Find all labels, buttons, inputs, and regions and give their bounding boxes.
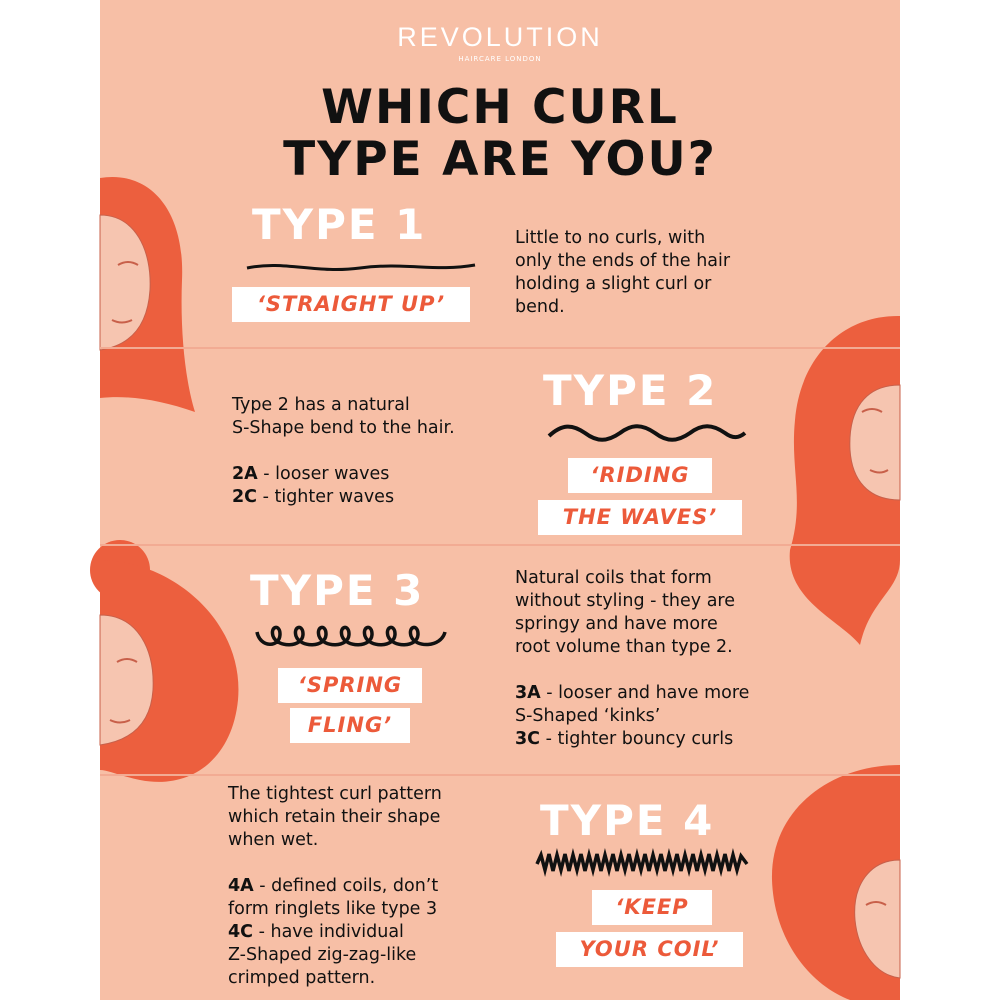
zigzag-coil-icon	[535, 848, 749, 877]
title-line-1: WHICH CURL	[321, 80, 679, 135]
type-4-tag-line-1: ‘KEEP	[592, 890, 712, 925]
type-4-description: The tightest curl pattern which retain th…	[228, 784, 442, 988]
woman-wavy-hair-illustration	[789, 315, 901, 645]
type-2-tag-line-1: ‘RIDING	[568, 458, 712, 493]
type-2-description: Type 2 has a natural S-Shape bend to the …	[232, 395, 455, 507]
woman-curly-hair-illustration	[90, 540, 239, 782]
type-3-heading: TYPE 3	[250, 566, 425, 615]
divider	[100, 544, 900, 546]
type-1-description: Little to no curls, with only the ends of…	[515, 228, 731, 317]
woman-straight-hair-illustration	[99, 176, 195, 412]
type-4-tag-line-2: YOUR COIL’	[556, 932, 743, 967]
divider	[100, 347, 900, 349]
wavy-line-icon	[547, 424, 747, 442]
type-3-tag-line-2: FLING’	[290, 708, 410, 743]
divider	[100, 774, 900, 776]
type-1-heading: TYPE 1	[252, 200, 427, 249]
type-4-heading: TYPE 4	[540, 796, 715, 845]
page-title: WHICH CURL TYPE ARE YOU?	[100, 82, 900, 186]
brand-subtitle: HAIRCARE LONDON	[458, 55, 542, 63]
type-3-tag-line-1: ‘SPRING	[278, 668, 422, 703]
type-3-description: Natural coils that form without styling -…	[515, 568, 750, 749]
type-1-tag: ‘STRAIGHT UP’	[232, 287, 470, 322]
type-2-tag-line-2: THE WAVES’	[538, 500, 742, 535]
type-2-heading: TYPE 2	[543, 366, 718, 415]
background-panel	[100, 0, 900, 1000]
brand-logo: REVOLUTION	[397, 22, 603, 52]
woman-coily-hair-illustration	[771, 765, 901, 1000]
curly-line-icon	[255, 625, 447, 647]
straight-wave-icon	[246, 263, 476, 272]
title-line-2: TYPE ARE YOU?	[283, 132, 717, 187]
